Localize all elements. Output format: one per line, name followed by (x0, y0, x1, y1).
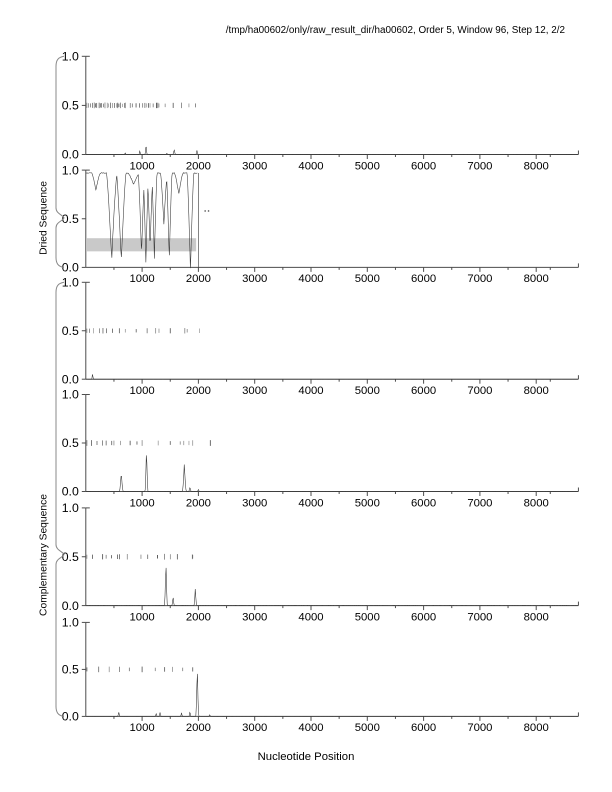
svg-text:0.0: 0.0 (62, 372, 79, 386)
svg-text:2000: 2000 (186, 160, 211, 172)
svg-text:1000: 1000 (130, 497, 155, 509)
svg-text:5000: 5000 (355, 385, 380, 397)
svg-text:4000: 4000 (298, 273, 323, 285)
svg-text:0.0: 0.0 (62, 599, 79, 613)
svg-text:3000: 3000 (242, 385, 267, 397)
svg-text:5000: 5000 (355, 722, 380, 734)
svg-text:3000: 3000 (242, 497, 267, 509)
svg-text:6000: 6000 (411, 385, 436, 397)
svg-text:1.0: 1.0 (62, 388, 79, 402)
svg-text:8000: 8000 (524, 611, 549, 623)
svg-text:8000: 8000 (524, 722, 549, 734)
svg-text:7000: 7000 (467, 722, 492, 734)
svg-text:5000: 5000 (355, 611, 380, 623)
svg-text:7000: 7000 (467, 611, 492, 623)
svg-text:0.5: 0.5 (62, 99, 79, 113)
svg-text:2000: 2000 (186, 497, 211, 509)
svg-text:3000: 3000 (242, 273, 267, 285)
svg-text:6000: 6000 (411, 497, 436, 509)
svg-text:2000: 2000 (186, 722, 211, 734)
svg-text:7000: 7000 (467, 385, 492, 397)
svg-text:2000: 2000 (186, 611, 211, 623)
svg-text:0.0: 0.0 (62, 148, 79, 162)
svg-text:7000: 7000 (467, 273, 492, 285)
svg-text:1000: 1000 (130, 160, 155, 172)
svg-text:1.0: 1.0 (62, 616, 79, 630)
svg-text:3000: 3000 (242, 160, 267, 172)
svg-text:3000: 3000 (242, 611, 267, 623)
svg-text:8000: 8000 (524, 160, 549, 172)
svg-text:2000: 2000 (186, 273, 211, 285)
svg-text:4000: 4000 (298, 722, 323, 734)
svg-text:4000: 4000 (298, 497, 323, 509)
svg-text:6000: 6000 (411, 273, 436, 285)
svg-text:8000: 8000 (524, 273, 549, 285)
svg-text:1.0: 1.0 (62, 163, 79, 177)
svg-text:1000: 1000 (130, 611, 155, 623)
svg-text:6000: 6000 (411, 611, 436, 623)
svg-text:1.0: 1.0 (62, 276, 79, 290)
svg-text:0.5: 0.5 (62, 324, 79, 338)
svg-text:4000: 4000 (298, 385, 323, 397)
svg-text:4000: 4000 (298, 160, 323, 172)
svg-text:0.0: 0.0 (62, 485, 79, 499)
svg-text:1000: 1000 (130, 385, 155, 397)
svg-text:8000: 8000 (524, 385, 549, 397)
svg-text:5000: 5000 (355, 497, 380, 509)
svg-text:3000: 3000 (242, 722, 267, 734)
svg-text:5000: 5000 (355, 273, 380, 285)
svg-text:7000: 7000 (467, 160, 492, 172)
svg-text:0.5: 0.5 (62, 212, 79, 226)
svg-text:1000: 1000 (130, 273, 155, 285)
svg-text:5000: 5000 (355, 160, 380, 172)
svg-text:1.0: 1.0 (62, 50, 79, 64)
svg-text:1.0: 1.0 (62, 501, 79, 515)
svg-text:0.5: 0.5 (62, 663, 79, 677)
svg-text:2000: 2000 (186, 385, 211, 397)
svg-text:6000: 6000 (411, 722, 436, 734)
svg-text:0.5: 0.5 (62, 550, 79, 564)
svg-text:0.0: 0.0 (62, 261, 79, 275)
svg-text:7000: 7000 (467, 497, 492, 509)
svg-text:4000: 4000 (298, 611, 323, 623)
svg-text:8000: 8000 (524, 497, 549, 509)
svg-text:1000: 1000 (130, 722, 155, 734)
svg-text:0.0: 0.0 (62, 710, 79, 724)
svg-text:6000: 6000 (411, 160, 436, 172)
svg-text:0.5: 0.5 (62, 436, 79, 450)
